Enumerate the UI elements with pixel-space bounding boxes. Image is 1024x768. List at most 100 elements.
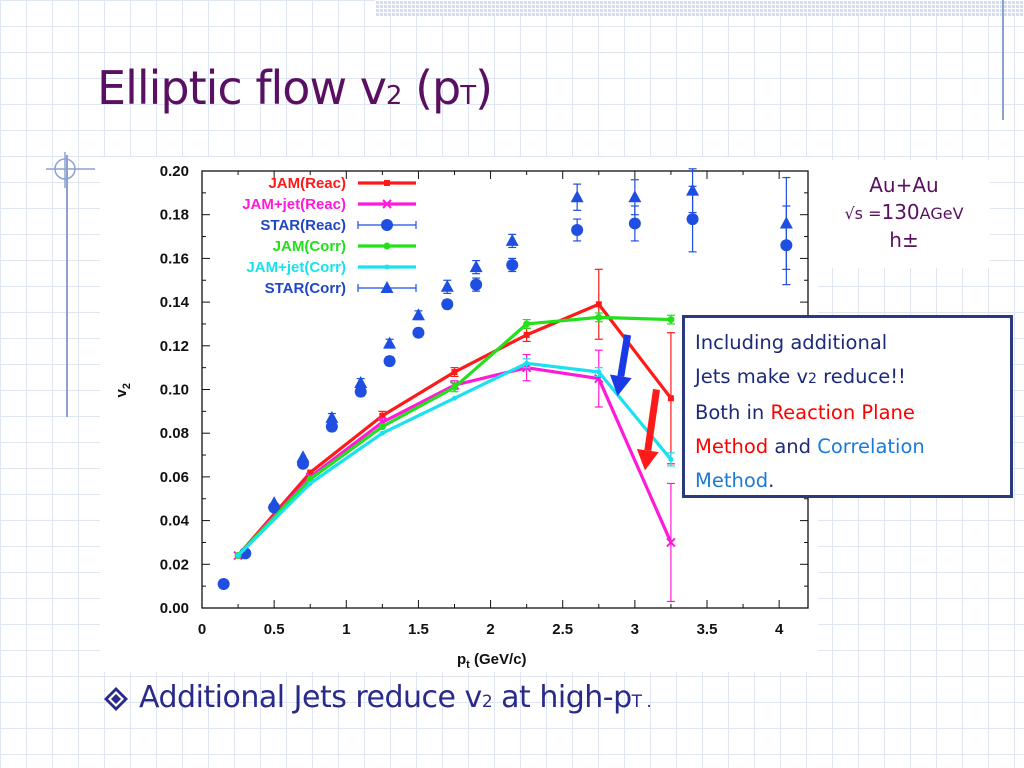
hadron-label: h± [889, 228, 919, 252]
collision-info-box: Au+Au √s =130AGeV h± [818, 160, 990, 268]
legend-label: JAM+jet(Corr) [246, 259, 346, 276]
series-point [411, 308, 425, 321]
series-point [379, 430, 385, 436]
series-point [325, 410, 339, 423]
sqrt-s-value: 130 [881, 200, 920, 224]
note-line-1-text: Including additional [695, 331, 888, 354]
series-point [383, 336, 397, 349]
note-line-2-prefix: Jets make v [695, 365, 809, 388]
annotation-arrow-shaft [644, 389, 660, 452]
series-point [354, 385, 367, 398]
series-point [412, 326, 425, 339]
series-point [523, 320, 531, 328]
series-point [267, 496, 281, 509]
note-line-4: Method and Correlation [695, 430, 1002, 464]
series-point [452, 395, 457, 401]
series-line-3 [236, 315, 671, 557]
decor-vertical-line-right [1002, 0, 1004, 120]
series-point [325, 420, 338, 433]
series-point [379, 412, 386, 419]
title-main: Elliptic flow v [97, 61, 387, 115]
bullet-end: . [641, 692, 652, 712]
sqrt-s-label: √s = [844, 204, 882, 223]
series-point [666, 537, 676, 548]
series-point [470, 278, 483, 291]
legend-marker [384, 180, 390, 186]
bullet-sub-t: T [631, 692, 642, 712]
y-axis-label: v2 [113, 383, 133, 397]
diamond-bullet-icon [104, 686, 128, 711]
y-tick-label: 0.14 [160, 294, 190, 311]
bullet-sub-2: 2 [481, 692, 493, 712]
sqrt-s-unit: AGeV [919, 204, 964, 223]
slide-title: Elliptic flow v2 (pT) [97, 58, 493, 126]
series-point [235, 553, 241, 559]
x-tick-label: 3 [631, 621, 639, 638]
bullet-point: Additional Jets reduce v2 at high-pT . [103, 680, 652, 715]
series-point [668, 456, 674, 462]
x-tick-label: 3.5 [697, 621, 718, 638]
title-paren-close: ) [475, 61, 493, 115]
note-and: and [768, 435, 818, 458]
annotation-arrow-head [636, 448, 659, 471]
series-point [628, 190, 642, 203]
note-line-3-prefix: Both in [695, 401, 771, 424]
series-point [440, 279, 454, 292]
title-sub-t: T [460, 81, 476, 111]
series-point [595, 313, 603, 321]
note-line-5: Method. [695, 464, 1002, 498]
series-point [217, 577, 230, 590]
note-method-blue: Method [695, 469, 769, 492]
y-tick-label: 0.06 [160, 469, 189, 486]
annotation-arrow-shaft [617, 334, 632, 377]
series-point [686, 183, 700, 196]
title-paren-open: (p [415, 61, 461, 115]
header-pattern-band [375, 0, 1024, 16]
x-tick-label: 1 [342, 621, 350, 638]
series-point [307, 469, 314, 476]
note-line-2-suffix: reduce!! [816, 365, 906, 388]
series-point [571, 223, 584, 236]
series-point [779, 216, 793, 229]
x-tick-label: 2.5 [552, 621, 573, 638]
series-point [505, 233, 519, 246]
series-point [354, 375, 368, 388]
legend-marker [383, 242, 391, 250]
x-tick-label: 4 [775, 621, 784, 638]
series-point [469, 260, 483, 273]
note-method-red: Method [695, 435, 769, 458]
y-tick-label: 0.18 [160, 207, 189, 224]
x-tick-label: 2 [486, 621, 494, 638]
note-period: . [768, 469, 775, 492]
series-point [570, 190, 584, 203]
series-point [451, 383, 458, 391]
y-tick-label: 0.10 [160, 382, 189, 399]
note-correlation: Correlation [817, 435, 925, 458]
y-tick-label: 0.02 [160, 556, 189, 573]
legend-marker [382, 199, 392, 209]
y-tick-label: 0.08 [160, 425, 189, 442]
series-point [451, 369, 458, 376]
y-tick-label: 0.20 [160, 163, 189, 180]
x-tick-label: 1.5 [408, 621, 429, 638]
y-tick-label: 0.04 [160, 513, 190, 530]
series-point [628, 217, 641, 230]
legend-label: JAM+jet(Reac) [242, 196, 346, 213]
title-sub-2: 2 [385, 81, 403, 111]
note-line-1: Including additional [695, 326, 1002, 360]
series-point [667, 316, 675, 324]
legend-marker [380, 281, 394, 293]
series-line-0 [236, 302, 673, 557]
legend-label: JAM(Corr) [273, 238, 346, 255]
legend-label: JAM(Reac) [268, 175, 346, 192]
x-tick-label: 0 [198, 621, 206, 638]
series-point [596, 369, 602, 375]
crosshair-circle-icon [46, 152, 95, 188]
y-tick-label: 0.00 [160, 600, 189, 617]
series-point [441, 298, 454, 311]
x-tick-label: 0.5 [264, 621, 285, 638]
note-reaction-plane: Reaction Plane [770, 401, 915, 424]
series-point [307, 480, 313, 486]
series-point [595, 301, 602, 308]
series-point [378, 423, 386, 431]
